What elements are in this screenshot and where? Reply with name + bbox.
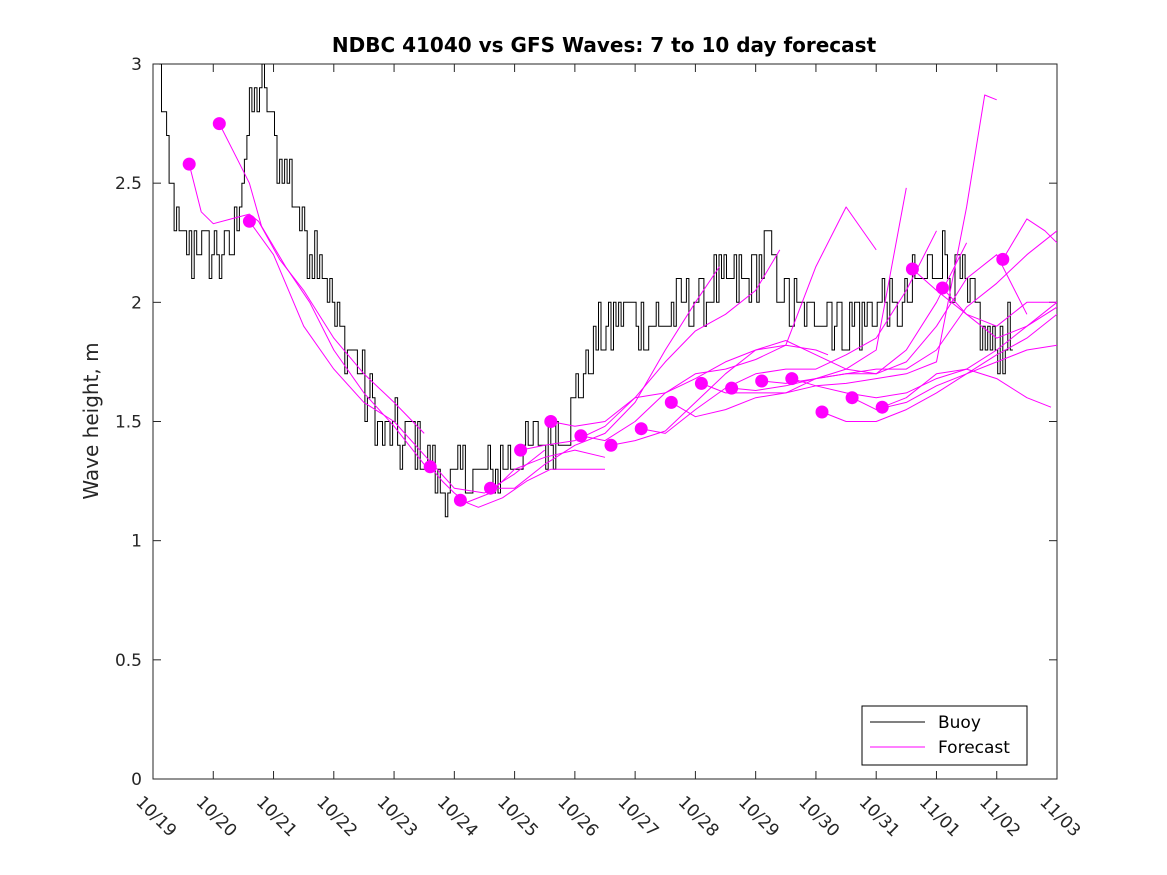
forecast-run-line [188,163,425,434]
forecast-run-line [460,468,605,508]
buoy-series-line [159,64,1013,518]
forecast-marker [996,252,1010,266]
y-tick-label: 2.5 [115,174,142,194]
y-tick-label: 2 [131,293,142,313]
forecast-marker [936,281,949,295]
forecast-run-line [701,94,997,394]
forecast-run-line [912,268,1057,327]
forecast-run-line [761,230,1057,384]
forecast-marker [875,400,889,414]
forecast-marker [664,395,678,409]
forecast-run-line [731,254,1028,391]
forecast-marker [725,381,739,395]
forecast-marker [544,415,558,428]
forecast-run-line [821,313,1057,422]
forecast-run-line [550,344,829,427]
forecast-marker [242,214,256,228]
y-tick-label: 0.5 [115,651,142,671]
forecast-marker [694,376,708,390]
y-tick-label: 3 [131,55,142,75]
y-axis-label: Wave height, m [79,342,103,499]
y-tick-label: 0 [131,770,142,790]
forecast-marker [785,372,799,386]
forecast-marker [423,460,437,474]
forecast-marker [604,438,618,452]
forecast-marker [755,374,769,388]
forecast-run-line [942,287,1057,339]
forecast-run-line [580,206,877,442]
forecast-marker [815,405,829,419]
forecast-run-line [641,230,937,434]
forecast-run-line [882,368,1052,408]
forecast-marker [634,422,648,436]
forecast-marker [845,391,859,405]
forecast-marker [484,481,497,495]
forecast-marker [514,443,528,457]
forecast-marker [212,117,226,131]
legend-forecast-label: Forecast [938,738,1010,758]
forecast-run-line [520,249,781,451]
y-tick-label: 1 [131,532,142,552]
legend: Buoy Forecast [861,705,1028,766]
forecast-marker [574,429,588,443]
forecast-run-line [1002,218,1057,260]
forecast-run-line [610,187,907,446]
chart-title: NDBC 41040 vs GFS Waves: 7 to 10 day for… [332,33,877,57]
forecast-marker [182,157,196,171]
y-tick-label: 1.5 [115,413,142,433]
forecast-marker [905,262,919,276]
forecast-run-line [218,123,425,465]
forecast-marker [453,493,467,507]
legend-buoy-label: Buoy [938,713,981,733]
forecast-run-line [490,266,720,489]
